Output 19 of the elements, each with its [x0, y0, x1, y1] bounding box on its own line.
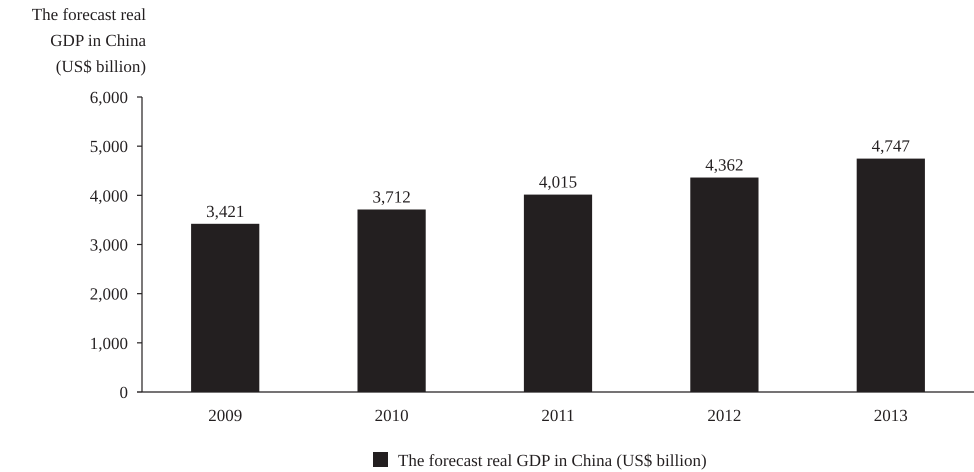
y-tick-label: 2,000	[90, 284, 128, 304]
y-tick-label: 1,000	[90, 334, 128, 353]
x-tick-label: 2009	[208, 406, 242, 425]
x-tick-label: 2012	[707, 406, 742, 425]
data-label: 3,712	[372, 187, 411, 206]
data-label: 4,747	[872, 136, 910, 156]
y-tick-label: 5,000	[90, 137, 128, 156]
x-tick-label: 2013	[874, 406, 908, 425]
data-label: 4,362	[705, 156, 744, 175]
y-tick-label: 4,000	[90, 186, 128, 206]
y-tick-label: 6,000	[90, 88, 128, 107]
y-tick-label: 0	[120, 382, 128, 402]
legend-label: The forecast real GDP in China (US$ billion)	[398, 451, 707, 470]
y-tick-label: 3,000	[90, 235, 128, 254]
x-tick-label: 2010	[374, 406, 409, 425]
data-label: 4,015	[538, 172, 578, 192]
y-axis-title: The forecast real GDP in China (US$ billion)	[32, 5, 146, 76]
x-tick-label: 2011	[541, 406, 575, 425]
data-label: 3,421	[206, 202, 244, 221]
